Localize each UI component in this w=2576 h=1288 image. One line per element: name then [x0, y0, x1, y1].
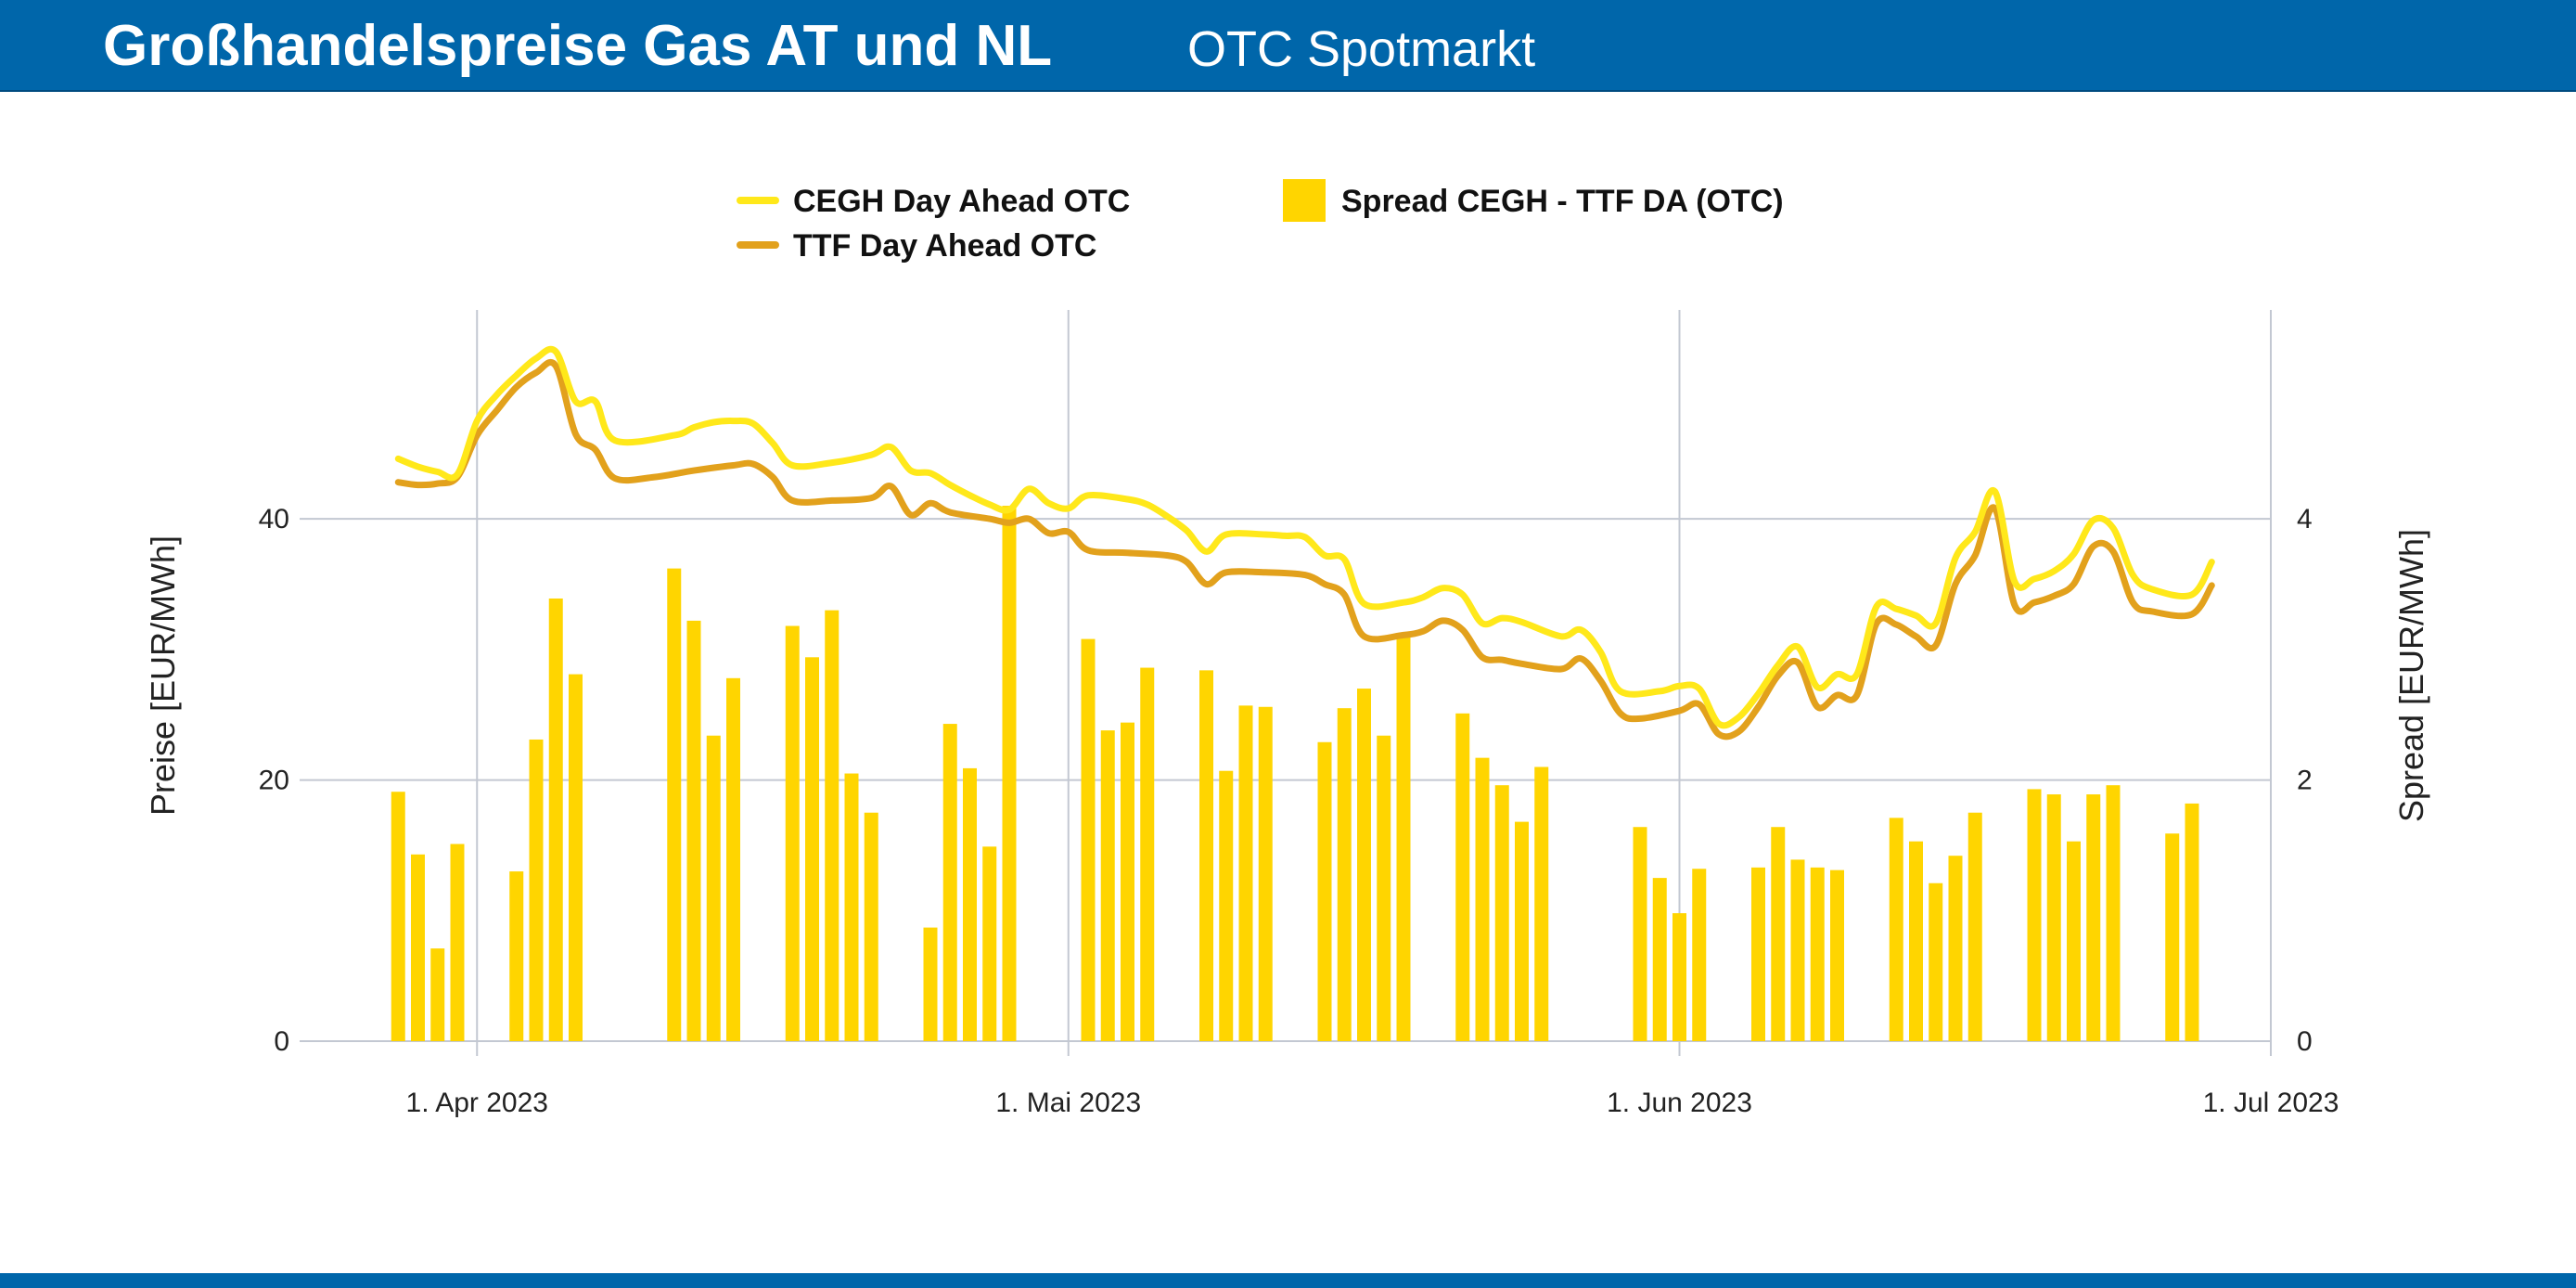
spread-bar [1219, 770, 1234, 1041]
cegh-line [394, 345, 2215, 729]
spread-bar [1396, 635, 1411, 1041]
spread-bar [529, 739, 544, 1041]
spread-bar [706, 735, 721, 1041]
spread-bar [391, 792, 405, 1041]
legend-label: Spread CEGH - TTF DA (OTC) [1341, 184, 1784, 219]
spread-bar [1790, 859, 1805, 1041]
spread-bar [1830, 869, 1844, 1041]
spread-bar [1238, 705, 1253, 1041]
spread-bars [391, 506, 2199, 1041]
spread-bar [411, 854, 425, 1041]
spread-bar [1258, 706, 1273, 1041]
spread-bar [1967, 812, 1982, 1041]
spread-bar [569, 674, 583, 1041]
spread-bar [1692, 869, 1707, 1041]
y-right-tick-label: 2 [2297, 766, 2313, 796]
spread-bar [1515, 821, 1529, 1041]
x-tick-label: 1. Jun 2023 [1607, 1088, 1752, 1118]
spread-bar [1948, 856, 1963, 1041]
spread-bar [2165, 833, 2180, 1041]
page-title: Großhandelspreise Gas AT und NL [103, 14, 1053, 78]
y-right-axis-title: Spread [EUR/MWh] [2392, 529, 2430, 822]
spread-bar [864, 812, 878, 1041]
x-tick-label: 1. Apr 2023 [406, 1088, 548, 1118]
spread-bar [548, 598, 563, 1041]
spread-bar [509, 871, 524, 1041]
spread-bar [667, 568, 682, 1041]
legend-swatch-bar [1283, 179, 1326, 222]
legend-label: CEGH Day Ahead OTC [793, 184, 1130, 219]
spread-bar [1534, 766, 1549, 1041]
spread-bar [1494, 785, 1509, 1041]
footer-bar [0, 1273, 2576, 1288]
spread-bar [1652, 878, 1667, 1041]
spread-bar [2185, 803, 2199, 1041]
spread-bar [1002, 506, 1017, 1041]
spread-bar [686, 620, 701, 1041]
x-tick-label: 1. Mai 2023 [995, 1088, 1141, 1118]
spread-bar [1377, 735, 1391, 1041]
y-right-tick-label: 4 [2297, 504, 2313, 535]
spread-bar [1140, 667, 1155, 1041]
spread-bar [1751, 867, 1765, 1041]
spread-bar [982, 846, 997, 1041]
spread-bar [1121, 722, 1134, 1041]
spread-bar [450, 844, 465, 1041]
spread-bar [430, 948, 445, 1041]
spread-bar [825, 610, 839, 1041]
y-left-tick-label: 40 [259, 504, 289, 535]
ttf-line [394, 358, 2215, 741]
header-bar: Großhandelspreise Gas AT und NL OTC Spot… [0, 0, 2576, 92]
legend-label: TTF Day Ahead OTC [793, 228, 1096, 264]
price-lines [394, 345, 2215, 741]
spread-bar [1771, 827, 1786, 1041]
spread-bar [1475, 757, 1490, 1041]
spread-bar [1357, 689, 1371, 1041]
spread-bar [2067, 841, 2081, 1041]
spread-bar [2106, 785, 2121, 1041]
x-tick-label: 1. Jul 2023 [2203, 1088, 2339, 1118]
spread-bar [1337, 708, 1352, 1041]
spread-bar [726, 677, 740, 1041]
spread-bar [785, 625, 800, 1041]
spread-bar [1199, 670, 1213, 1041]
y-left-tick-label: 0 [274, 1026, 289, 1057]
spread-bar [805, 657, 819, 1041]
spread-bar [1633, 827, 1647, 1041]
spread-bar [1810, 867, 1825, 1041]
spread-bar [844, 773, 859, 1041]
spread-bar [1909, 841, 1923, 1041]
page-subtitle: OTC Spotmarkt [1187, 21, 1536, 77]
spread-bar [1929, 882, 1943, 1041]
spread-bar [1100, 730, 1115, 1041]
spread-bar [923, 927, 938, 1041]
spread-bar [2046, 794, 2061, 1041]
spread-bar [2086, 794, 2101, 1041]
legend: CEGH Day Ahead OTC TTF Day Ahead OTC Sprea… [737, 179, 1784, 264]
spread-bar [1455, 713, 1470, 1041]
y-left-tick-label: 20 [259, 766, 289, 796]
spread-bar [2027, 789, 2042, 1041]
y-right-tick-label: 0 [2297, 1026, 2313, 1057]
y-left-axis-title: Preise [EUR/MWh] [144, 535, 182, 816]
spread-bar [1672, 913, 1686, 1041]
spread-bar [1081, 638, 1096, 1041]
spread-bar [963, 767, 977, 1041]
spread-bar [1889, 818, 1903, 1041]
spread-bar [942, 724, 957, 1041]
axes: 0 20 40 0 2 4 1. Apr 2023 1. Mai 2023 1. Jun 202… [144, 504, 2430, 1118]
spread-bar [1317, 741, 1332, 1041]
